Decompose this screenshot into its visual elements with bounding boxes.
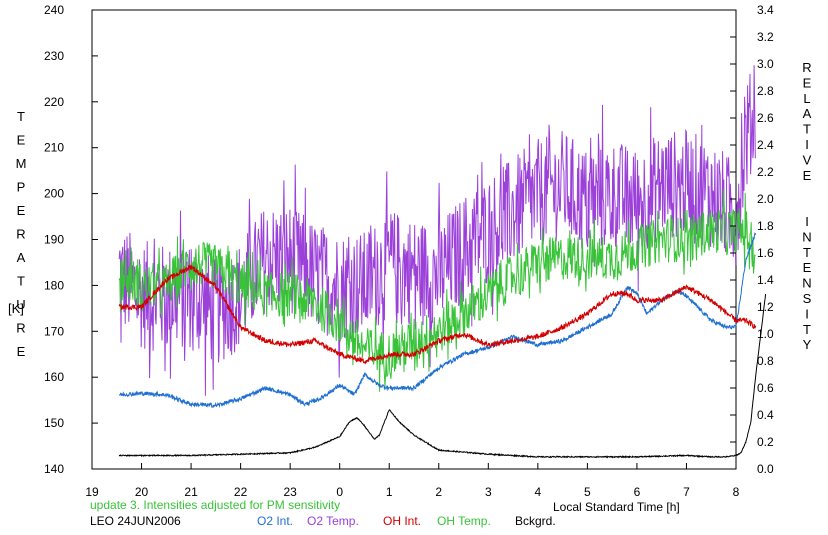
y-right-tick-label: 0.4 <box>757 408 774 422</box>
series-line-oh-temp <box>118 189 756 392</box>
y-right-tick-label: 1.8 <box>757 219 774 233</box>
axes-layer: 19 20 21 22 23 0 1 2 3 4 5 6 7 8140150160170180190200… <box>44 3 774 499</box>
y-right-tick-label: 3.0 <box>757 57 774 71</box>
x-tick-label: 22 <box>234 485 248 499</box>
series-line-oh-int <box>118 263 757 365</box>
legend-item: O2 Temp. <box>307 514 359 528</box>
y-left-tick-label: 190 <box>44 233 64 247</box>
x-tick-label: 1 <box>386 485 393 499</box>
y-left-tick-label: 230 <box>44 49 64 63</box>
x-tick-label: 0 <box>336 485 343 499</box>
legend-item: OH Temp. <box>437 514 491 528</box>
y-left-tick-label: 160 <box>44 370 64 384</box>
x-tick-label: 2 <box>435 485 442 499</box>
y-left-tick-label: 180 <box>44 278 64 292</box>
legend: O2 Int. O2 Temp. OH Int. OH Temp. Bckgrd. <box>257 514 556 528</box>
y-right-tick-label: 2.6 <box>757 111 774 125</box>
y-right-tick-label: 2.2 <box>757 165 774 179</box>
y-right-tick-label: 3.4 <box>757 3 774 17</box>
y-left-tick-label: 200 <box>44 187 64 201</box>
x-tick-label: 23 <box>283 485 297 499</box>
y-axis-unit-left: [K] <box>8 301 24 316</box>
y-right-tick-label: 1.0 <box>757 327 774 341</box>
y-left-tick-label: 220 <box>44 95 64 109</box>
y-right-tick-label: 0.0 <box>757 462 774 476</box>
x-tick-label: 19 <box>85 485 99 499</box>
x-tick-label: 6 <box>634 485 641 499</box>
y-right-tick-label: 0.2 <box>757 435 774 449</box>
y-right-tick-label: 3.2 <box>757 30 774 44</box>
x-tick-label: 8 <box>733 485 740 499</box>
x-tick-label: 20 <box>135 485 149 499</box>
y-right-tick-label: 1.6 <box>757 246 774 260</box>
x-tick-label: 4 <box>535 485 542 499</box>
y-left-tick-label: 210 <box>44 141 64 155</box>
x-tick-label: 3 <box>485 485 492 499</box>
y-left-tick-label: 150 <box>44 416 64 430</box>
y-right-tick-label: 2.8 <box>757 84 774 98</box>
x-tick-label: 5 <box>584 485 591 499</box>
legend-item: Bckgrd. <box>515 514 556 528</box>
series-layer <box>118 65 767 459</box>
y-right-tick-label: 2.4 <box>757 138 774 152</box>
y-right-tick-label: 0.6 <box>757 381 774 395</box>
x-tick-label: 7 <box>683 485 690 499</box>
update-note: update 3. Intensities adjusted for PM se… <box>90 498 340 512</box>
y-right-tick-label: 2.0 <box>757 192 774 206</box>
series-line-bckgrd <box>118 294 767 459</box>
legend-item: OH Int. <box>383 514 421 528</box>
y-left-tick-label: 170 <box>44 324 64 338</box>
y-left-tick-label: 140 <box>44 462 64 476</box>
y-right-tick-label: 0.8 <box>757 354 774 368</box>
legend-item: O2 Int. <box>257 514 293 528</box>
x-axis-label: Local Standard Time [h] <box>553 500 680 514</box>
series-line-o2-temp <box>118 65 756 396</box>
station-label: LEO 24JUN2006 <box>90 514 181 528</box>
y-left-tick-label: 240 <box>44 3 64 17</box>
series-line-o2-int <box>118 232 757 409</box>
x-tick-label: 21 <box>184 485 198 499</box>
y-right-tick-label: 1.2 <box>757 300 774 314</box>
y-right-tick-label: 1.4 <box>757 273 774 287</box>
